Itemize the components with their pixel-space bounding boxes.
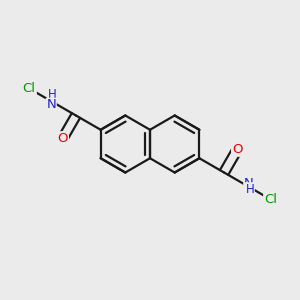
Text: Cl: Cl [22,82,36,95]
Text: N: N [46,98,56,111]
Text: H: H [245,183,254,196]
Text: N: N [244,177,254,190]
Text: O: O [57,132,68,146]
Text: O: O [232,142,243,156]
Text: Cl: Cl [264,193,278,206]
Text: H: H [48,88,57,101]
